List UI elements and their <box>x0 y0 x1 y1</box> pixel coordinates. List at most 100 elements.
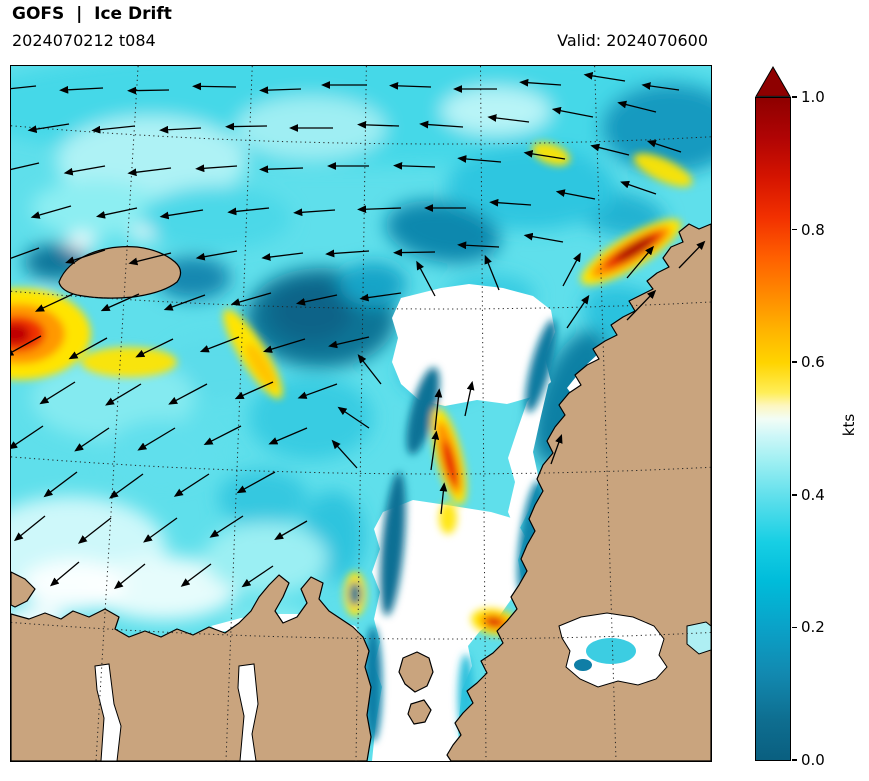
colorbar-tick-mark <box>792 759 797 761</box>
drift-arrow <box>65 249 106 264</box>
drift-arrow <box>357 205 402 214</box>
speed-field-blob <box>446 146 616 230</box>
drift-arrow <box>646 139 682 153</box>
drift-arrow <box>49 561 80 587</box>
graticule-parallel <box>11 125 711 145</box>
speed-field-blob <box>66 234 96 250</box>
coastal-water <box>94 663 122 761</box>
speed-field-blob <box>31 180 161 236</box>
speed-hotspot-blob <box>616 237 654 261</box>
speed-hotspot-blob <box>439 502 457 534</box>
drift-arrow <box>128 252 172 266</box>
speed-field-blob <box>21 560 125 612</box>
drift-arrow <box>523 150 566 160</box>
coastal-water <box>237 663 259 761</box>
drift-arrow <box>268 427 308 445</box>
drift-arrow <box>419 120 464 129</box>
speed-hotspot-blob <box>11 324 30 344</box>
coastal-water <box>574 659 592 671</box>
speed-field-blob <box>106 419 216 483</box>
drift-arrow <box>39 381 76 405</box>
colorbar-tick-mark <box>792 228 797 231</box>
drift-arrow <box>641 82 680 91</box>
colorbar-extend-triangle-shape <box>755 66 791 97</box>
colorbar-tick-label: 0.2 <box>801 618 825 637</box>
drift-arrow <box>523 232 564 243</box>
drift-arrow <box>555 189 596 200</box>
drift-arrow <box>297 383 338 399</box>
speed-hotspot-blob <box>406 367 440 455</box>
drift-arrow <box>325 249 370 258</box>
drift-arrow <box>583 72 626 82</box>
drift-arrow <box>227 207 270 216</box>
land-polygon <box>398 651 434 693</box>
drift-arrow <box>430 430 440 471</box>
drift-arrow <box>274 520 308 540</box>
graticule-meridian <box>355 66 367 761</box>
drift-arrow <box>484 254 500 291</box>
drift-arrow <box>180 563 212 587</box>
drift-arrow <box>68 337 108 360</box>
map-canvas <box>11 66 711 761</box>
drift-arrow <box>620 180 657 195</box>
colorbar-tick-label: 1.0 <box>801 88 825 106</box>
drift-arrow <box>230 292 272 306</box>
drift-arrow <box>74 427 110 452</box>
speed-field-blob <box>204 522 328 594</box>
colorbar-units-label: kts <box>840 413 859 437</box>
drift-arrow <box>393 248 436 257</box>
land-polygon <box>11 574 372 761</box>
init-time-label: 2024070212 t084 <box>12 31 156 50</box>
speed-hotspot-blob <box>81 347 177 377</box>
drift-arrow <box>439 482 448 515</box>
drift-arrow <box>457 241 500 250</box>
graticule-meridian <box>95 66 139 761</box>
drift-arrow <box>236 471 276 494</box>
drift-arrow <box>259 86 302 95</box>
drift-arrow <box>30 205 72 219</box>
drift-arrow <box>262 338 306 353</box>
graticule-parallel <box>11 290 711 310</box>
drift-arrow <box>11 335 42 357</box>
drift-arrow <box>95 207 138 219</box>
drift-vector-layer <box>11 72 706 590</box>
drift-arrow <box>489 198 532 207</box>
drift-arrow <box>434 388 443 431</box>
drift-arrow <box>143 517 178 543</box>
drift-arrow <box>328 336 370 349</box>
drift-arrow <box>626 289 657 321</box>
figure-title: GOFS | Ice Drift <box>12 4 172 24</box>
speed-field-blob <box>441 87 551 135</box>
drift-arrow <box>551 106 594 118</box>
colorbar-gradient <box>755 97 791 761</box>
graticule-parallel <box>11 456 711 475</box>
drift-arrow <box>331 439 358 469</box>
drift-arrow <box>192 82 237 91</box>
colorbar-extend-triangle <box>755 66 791 97</box>
drift-arrow <box>393 161 436 170</box>
colorbar-tick-mark <box>792 96 797 98</box>
drift-arrow <box>464 380 475 417</box>
graticule-meridian <box>594 66 617 761</box>
drift-arrow <box>203 425 242 446</box>
land-polygon <box>407 699 432 725</box>
coastal-water <box>686 621 711 655</box>
drift-arrow <box>43 471 78 498</box>
drift-arrow <box>562 252 581 287</box>
drift-arrow <box>590 143 630 156</box>
valid-time-label: Valid: 2024070600 <box>557 31 708 50</box>
drift-arrow <box>63 165 106 176</box>
drift-arrow <box>550 433 563 465</box>
drift-arrow <box>389 81 432 90</box>
land-polygon <box>58 246 182 299</box>
drift-arrow <box>135 338 174 358</box>
drift-arrow <box>225 122 268 131</box>
drift-arrow <box>195 250 238 261</box>
drift-arrow <box>295 294 338 306</box>
drift-arrow <box>11 162 40 171</box>
colorbar-tick-label: 0.8 <box>801 220 825 239</box>
graticule-meridian <box>480 66 487 761</box>
drift-arrow <box>159 209 204 220</box>
colorbar-tick-label: 0.0 <box>801 751 825 769</box>
drift-arrow <box>234 381 274 400</box>
